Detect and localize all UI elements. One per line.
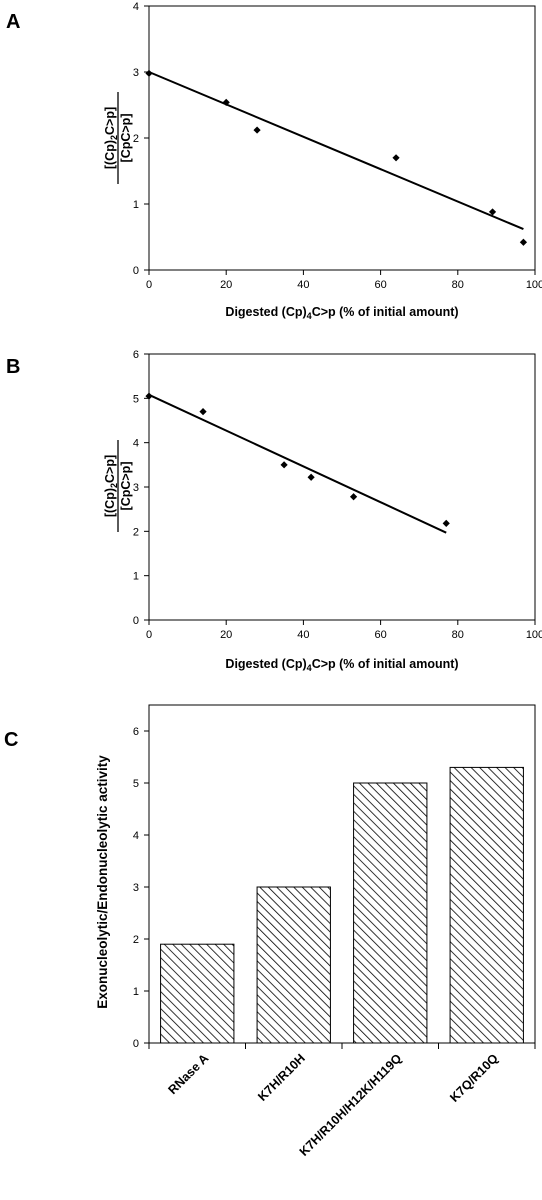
a-data-point bbox=[392, 154, 400, 162]
panel-b-trendline bbox=[148, 393, 447, 534]
panel-c-bars bbox=[160, 766, 524, 1044]
b-y-tick-label: 5 bbox=[133, 393, 139, 405]
panel-label-a: A bbox=[6, 11, 20, 33]
b-data-point bbox=[199, 408, 207, 416]
panel-c-y-axis-label: Exonucleolytic/Endonucleolytic activity bbox=[95, 755, 110, 1009]
b-x-tick-label: 20 bbox=[220, 629, 232, 641]
c-bar bbox=[353, 782, 428, 1044]
panel-label-b: B bbox=[6, 356, 20, 378]
panel-c-x-ticks bbox=[148, 1043, 536, 1049]
panel-b-y-label-denominator: [CpC>p] bbox=[119, 462, 133, 511]
b-x-tick-label: 100 bbox=[526, 629, 542, 641]
c-bar bbox=[449, 766, 524, 1044]
b-data-point bbox=[307, 473, 315, 481]
panel-a-y-axis-label: [(Cp)2C>p] [CpC>p] bbox=[103, 92, 133, 184]
panel-a-x-axis-label: Digested (Cp)4C>p (% of initial amount) bbox=[225, 305, 458, 321]
b-x-tick-label: 40 bbox=[297, 629, 309, 641]
panel-b-x-ticks: 0 20 40 60 80 100 bbox=[146, 620, 542, 641]
panel-b-x-axis-label: Digested (Cp)4C>p (% of initial amount) bbox=[225, 657, 458, 673]
panel-b-plot-frame bbox=[148, 353, 536, 621]
b-x-tick-label: 80 bbox=[452, 629, 464, 641]
a-data-point bbox=[488, 208, 497, 216]
c-category-label: K7H/R10H bbox=[255, 1051, 308, 1104]
panel-b-y-ticks: 0 1 2 3 4 5 6 bbox=[133, 349, 149, 627]
b-data-point bbox=[145, 392, 153, 400]
b-data-point bbox=[442, 519, 450, 527]
a-data-point bbox=[145, 69, 153, 77]
c-y-tick-label: 6 bbox=[133, 726, 139, 738]
a-x-tick-label: 40 bbox=[297, 279, 309, 291]
panel-a-y-label-numerator: [(Cp)2C>p] bbox=[103, 107, 119, 169]
c-bar bbox=[160, 943, 235, 1044]
a-x-tick-label: 80 bbox=[452, 279, 464, 291]
c-y-tick-label: 4 bbox=[133, 830, 139, 842]
panel-b-points bbox=[145, 392, 450, 527]
b-y-tick-label: 0 bbox=[133, 615, 139, 627]
b-x-tick-label: 60 bbox=[374, 629, 386, 641]
c-y-tick-label: 1 bbox=[133, 986, 139, 998]
panel-a-x-ticks: 0 20 40 60 80 100 bbox=[146, 270, 542, 291]
a-y-tick-label: 1 bbox=[133, 199, 139, 211]
a-x-tick-label: 60 bbox=[374, 279, 386, 291]
a-x-tick-label: 100 bbox=[526, 279, 542, 291]
panel-a-trendline bbox=[148, 71, 524, 231]
panel-c-chart: 0 1 2 3 4 5 6 RNase A K7H/R10HK7H/R10H/H12K/H11… bbox=[95, 704, 536, 1159]
a-data-point bbox=[519, 238, 528, 246]
panel-b-y-label-numerator: [(Cp)2C>p] bbox=[103, 455, 119, 517]
panel-a-points bbox=[145, 69, 528, 246]
a-x-tick-label: 0 bbox=[146, 279, 152, 291]
panel-a-y-label-denominator: [CpC>p] bbox=[119, 114, 133, 163]
panel-label-c: C bbox=[4, 729, 18, 751]
panel-a-chart: 0 1 2 3 4 0 20 40 60 80 100 Digested (Cp)4C>p (% … bbox=[103, 1, 542, 321]
a-y-tick-label: 4 bbox=[133, 1, 139, 13]
b-y-tick-label: 6 bbox=[133, 349, 139, 361]
panel-a-plot-frame bbox=[148, 5, 536, 271]
b-y-tick-label: 1 bbox=[133, 571, 139, 583]
a-y-tick-label: 3 bbox=[133, 67, 139, 79]
a-x-tick-label: 20 bbox=[220, 279, 232, 291]
a-y-tick-label: 0 bbox=[133, 265, 139, 277]
c-y-tick-label: 2 bbox=[133, 934, 139, 946]
c-category-label: K7H/R10H/H12K/H119Q bbox=[297, 1051, 405, 1159]
b-data-point bbox=[280, 461, 288, 469]
panel-c-y-ticks: 0 1 2 3 4 5 6 bbox=[133, 726, 149, 1050]
a-y-tick-label: 2 bbox=[133, 133, 139, 145]
b-data-point bbox=[349, 493, 358, 501]
b-y-tick-label: 4 bbox=[133, 438, 139, 450]
b-y-tick-label: 2 bbox=[133, 526, 139, 538]
panel-a-y-ticks: 0 1 2 3 4 bbox=[133, 1, 149, 277]
c-y-tick-label: 0 bbox=[133, 1038, 139, 1050]
b-y-tick-label: 3 bbox=[133, 482, 139, 494]
a-data-point bbox=[222, 98, 230, 106]
c-category-label: K7Q/R10Q bbox=[447, 1051, 501, 1105]
panel-b-chart: 0 1 2 3 4 5 6 0 20 40 60 80 100 Digested (Cp)4C>p (… bbox=[103, 349, 542, 673]
c-y-tick-label: 3 bbox=[133, 882, 139, 894]
c-category-label: RNase A bbox=[165, 1051, 211, 1097]
c-y-tick-label: 5 bbox=[133, 778, 139, 790]
a-data-point bbox=[253, 126, 261, 134]
panel-b-y-axis-label: [(Cp)2C>p] [CpC>p] bbox=[103, 440, 133, 532]
c-bar bbox=[256, 886, 331, 1044]
b-x-tick-label: 0 bbox=[146, 629, 152, 641]
